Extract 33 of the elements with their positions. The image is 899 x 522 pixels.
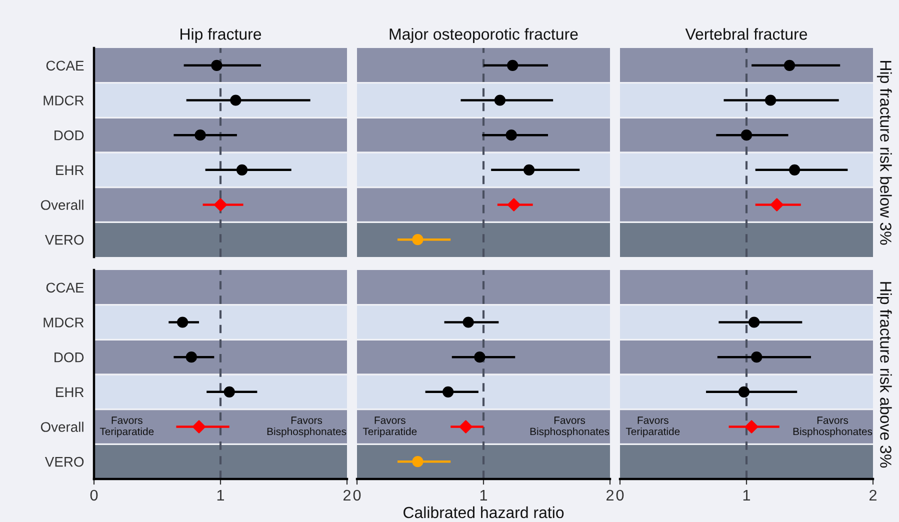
chart-title: Hip fracture [180, 28, 262, 43]
x-tick-label: 2 [606, 490, 614, 500]
x-tick-label: 1 [743, 490, 750, 500]
x-tick-label: 2 [344, 490, 350, 500]
x-tick-label: 1 [480, 490, 488, 500]
annotation: Favors Teriparatide [626, 416, 680, 438]
y-tick-label: MDCR [44, 318, 84, 328]
x-tick-label: 0 [90, 490, 98, 501]
x-tick-label: 2 [870, 490, 876, 500]
x-tick-label: 1 [217, 490, 224, 500]
y-tick-label: CCAE [46, 60, 84, 71]
y-tick-label: EHR [56, 165, 84, 175]
annotation: Favors Bisphosphonates [530, 416, 610, 438]
y-tick-label: EHR [56, 387, 84, 397]
y-tick-label: MDCR [44, 96, 84, 106]
y-tick-label: VERO [44, 234, 84, 245]
annotation: Favors Teriparatide [100, 416, 154, 438]
annotation: Favors Bisphosphonates [267, 416, 346, 438]
x-axis-title: Calibrated hazard ratio [404, 506, 564, 518]
y-tick-label: DOD [54, 130, 84, 140]
annotation: Favors Teriparatide [362, 416, 417, 438]
chart-title: Vertebral fracture [685, 28, 808, 40]
y2-axis-title: Hip fracture risk below 3% [876, 61, 892, 245]
y-tick-label: Overall [40, 422, 84, 432]
annotation: Favors Bisphosphonates [793, 416, 872, 438]
y-tick-label: DOD [54, 352, 84, 362]
y-tick-label: Overall [40, 200, 84, 210]
y-tick-label: VERO [44, 456, 84, 467]
y-tick-label: CCAE [46, 282, 84, 293]
x-tick-label: 0 [353, 490, 361, 501]
y2-axis-title: Hip fracture risk above 3% [876, 282, 892, 468]
chart-title: Major osteoporotic fracture [390, 28, 578, 43]
x-tick-label: 0 [616, 490, 624, 501]
